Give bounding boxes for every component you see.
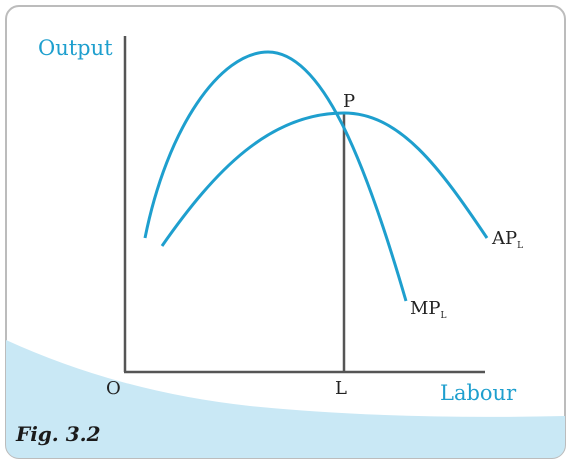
x-axis-label: Labour: [440, 381, 517, 405]
ap-label: APL: [491, 228, 523, 251]
y-axis-label: Output: [38, 36, 113, 60]
point-p-label: P: [343, 91, 355, 112]
mp-curve: [143, 50, 408, 302]
mp-label-sub: L: [441, 311, 447, 321]
origin-label: O: [106, 378, 121, 399]
ap-curve: [160, 111, 489, 247]
mp-label: MPL: [410, 298, 447, 321]
ap-label-sub: L: [517, 241, 523, 251]
corner-swoosh: [6, 340, 565, 458]
mp-label-main: MP: [410, 298, 441, 319]
figure-caption: Fig. 3.2: [15, 422, 101, 446]
ap-label-main: AP: [491, 228, 517, 249]
l-label: L: [335, 378, 347, 399]
